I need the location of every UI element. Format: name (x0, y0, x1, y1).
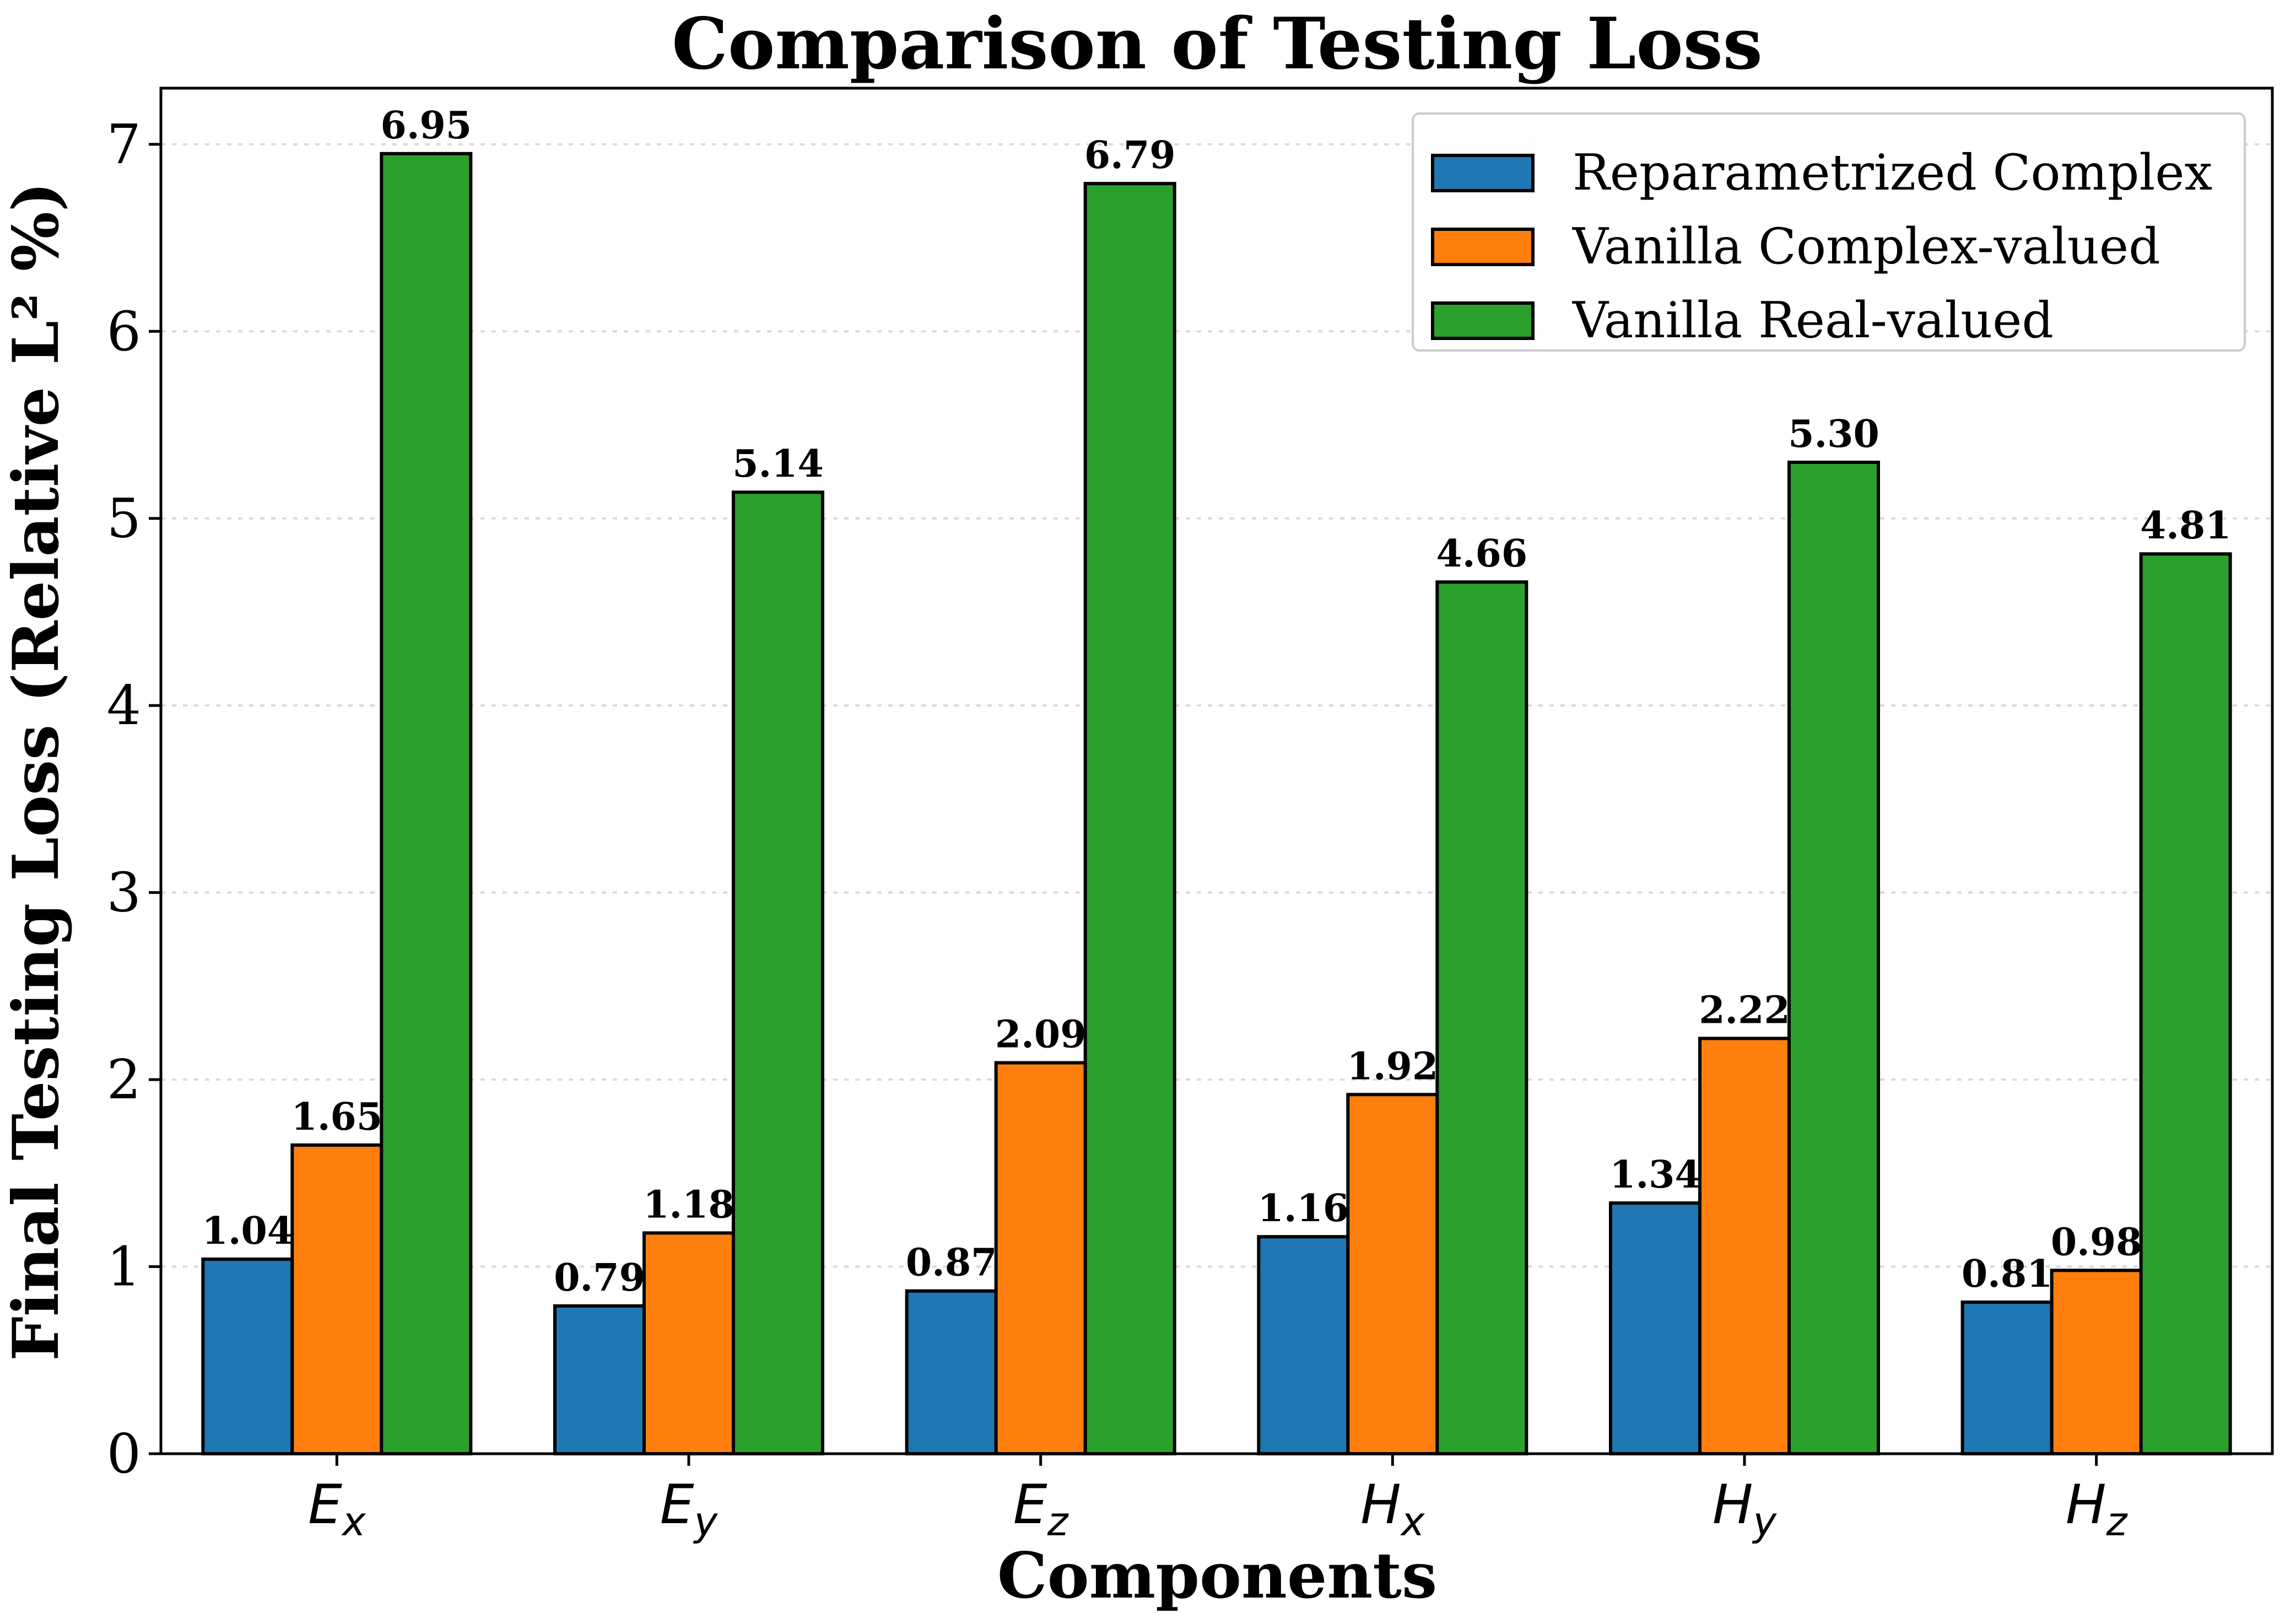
y-tick-label: 2 (107, 1049, 141, 1112)
bar-ey-series-1 (553, 1304, 646, 1455)
y-axis-ticks: 0 1 2 3 4 5 6 7 (107, 114, 161, 1486)
bar-ez-series-1 (905, 1289, 998, 1456)
bar-hz-series-2 (2050, 1269, 2143, 1455)
x-axis-ticks: Ex Ey Ez Hx Hy Hz (308, 1454, 2129, 1545)
bar-hy-series-1 (1609, 1201, 1701, 1456)
y-axis-label: Final Testing Loss (Relative L² %) (0, 182, 73, 1361)
bar-ex-series-1 (201, 1257, 294, 1456)
y-tick-label: 5 (107, 488, 141, 551)
bars (201, 152, 2232, 1456)
bar-value-label: 0.81 (1962, 1252, 2053, 1296)
bar-value-label: 1.65 (291, 1095, 383, 1139)
bar-value-label: 4.81 (2140, 504, 2232, 548)
legend-entry-label: Vanilla Complex-valued (1572, 218, 2160, 276)
x-tick-label-hy: Hy (1713, 1474, 1778, 1545)
bar-hz-series-3 (2139, 552, 2232, 1455)
bar-hx-series-2 (1346, 1093, 1439, 1455)
y-tick-label: 1 (107, 1236, 141, 1299)
bar-ex-series-2 (290, 1143, 383, 1455)
bar-value-labels: 1.04 1.65 6.95 0.79 1.18 5.14 0.87 2.09 6.79 1.16… (202, 104, 2232, 1300)
bar-hx-series-3 (1435, 580, 1528, 1455)
bar-value-label: 1.18 (643, 1183, 734, 1227)
bar-ey-series-3 (732, 490, 824, 1455)
bar-ey-series-2 (642, 1231, 735, 1455)
bar-ez-series-2 (994, 1061, 1087, 1455)
x-tick-label-hz: Hz (2066, 1474, 2129, 1545)
y-tick-label: 0 (107, 1423, 141, 1486)
y-tick-label: 3 (107, 862, 141, 925)
bar-value-label: 0.87 (906, 1241, 997, 1285)
bar-ex-series-3 (380, 152, 473, 1456)
bar-value-label: 5.14 (732, 442, 824, 486)
chart-title: Comparison of Testing Loss (672, 3, 1763, 85)
bar-value-label: 6.95 (381, 104, 472, 148)
plot-frame (159, 87, 2274, 1455)
legend-swatch (1431, 154, 1535, 192)
bar-hz-series-1 (1960, 1301, 2054, 1456)
bar-value-label: 6.79 (1084, 133, 1176, 177)
x-tick-label-ez: Ez (1013, 1474, 1069, 1545)
y-tick-label: 7 (107, 114, 141, 176)
bar-value-label: 1.34 (1609, 1153, 1701, 1197)
bar-hy-series-3 (1787, 460, 1880, 1456)
legend-box (1412, 112, 2246, 352)
bar-value-label: 0.79 (554, 1256, 645, 1300)
bar-value-label: 5.30 (1788, 412, 1879, 456)
bar-hy-series-2 (1698, 1037, 1791, 1455)
bar-value-label: 2.09 (995, 1013, 1087, 1057)
legend-entry-label: Vanilla Real-valued (1572, 292, 2054, 349)
y-tick-label: 4 (107, 675, 141, 737)
x-axis-label: Components (997, 1539, 1437, 1612)
x-tick-label-ex: Ex (308, 1474, 366, 1545)
x-tick-label-ey: Ey (660, 1474, 719, 1545)
bar-value-label: 0.98 (2051, 1220, 2142, 1264)
bar-hx-series-1 (1257, 1235, 1350, 1455)
legend-entry-label: Reparametrized Complex (1573, 144, 2212, 202)
bar-value-label: 1.92 (1347, 1044, 1439, 1088)
x-tick-label-hx: Hx (1360, 1474, 1425, 1545)
bar-ez-series-3 (1083, 182, 1176, 1455)
legend-swatch (1431, 301, 1535, 340)
bar-value-label: 4.66 (1436, 532, 1528, 576)
bar-value-label: 2.22 (1699, 988, 1790, 1032)
legend: Reparametrized Complex Vanilla Complex-va… (1412, 112, 2246, 352)
bar-value-label: 1.04 (202, 1209, 294, 1253)
legend-swatch (1431, 228, 1535, 266)
bar-value-label: 1.16 (1258, 1186, 1349, 1231)
y-tick-label: 6 (107, 300, 141, 363)
